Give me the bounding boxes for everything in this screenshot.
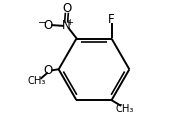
Text: F: F	[108, 13, 115, 26]
Text: CH₃: CH₃	[115, 104, 134, 114]
Text: +: +	[67, 18, 73, 26]
Text: O: O	[62, 2, 71, 15]
Text: CH₃: CH₃	[28, 76, 46, 86]
Text: −: −	[38, 18, 46, 28]
Text: O: O	[44, 64, 53, 77]
Text: O: O	[43, 19, 52, 32]
Text: N: N	[62, 19, 70, 32]
